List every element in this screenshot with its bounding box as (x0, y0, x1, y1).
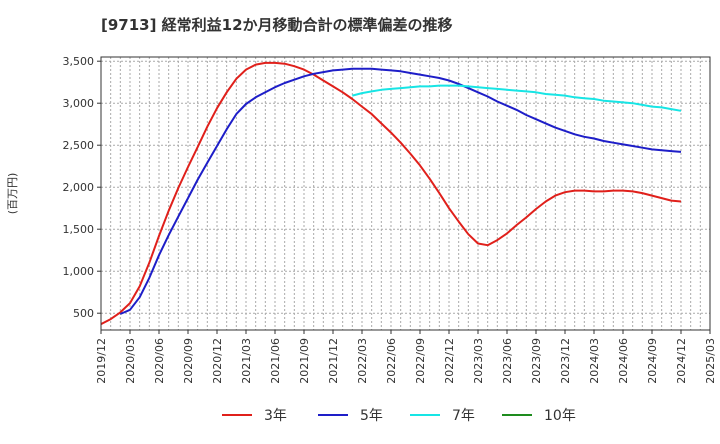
legend-label: 3年 (264, 408, 287, 424)
x-tick-label: 2024/12 (675, 338, 688, 384)
x-tick-label: 2024/09 (646, 338, 659, 384)
y-tick-label: 2,000 (63, 181, 95, 194)
x-tick-label: 2020/06 (153, 338, 166, 384)
x-axis: 2019/12 2020/03 2020/06 2020/09 2020/12 2021/… (95, 330, 717, 384)
y-tick-label: 1,000 (63, 265, 95, 278)
x-tick-label: 2022/09 (414, 338, 427, 384)
x-tick-label: 2020/09 (182, 338, 195, 384)
series-line-0 (100, 61, 682, 325)
x-tick-label: 2023/12 (559, 338, 572, 384)
y-axis: 500 1,000 1,500 2,000 2,500 3,000 3,500 (63, 55, 101, 320)
series-layer (100, 61, 682, 325)
x-tick-label: 2022/12 (443, 338, 456, 384)
y-tick-label: 2,500 (63, 139, 95, 152)
x-tick-label: 2025/03 (704, 338, 717, 384)
x-tick-label: 2023/09 (530, 338, 543, 384)
x-tick-label: 2019/12 (95, 338, 108, 384)
series-line-1 (119, 67, 682, 315)
y-tick-label: 3,000 (63, 97, 95, 110)
legend-label: 7年 (452, 408, 475, 424)
chart-title: [9713] 経常利益12か月移動合計の標準偏差の推移 (101, 16, 453, 34)
legend: 3年 5年 7年 10年 (222, 408, 576, 424)
y-axis-label: (百万円) (6, 173, 19, 215)
y-tick-label: 500 (73, 307, 94, 320)
grid (100, 57, 711, 330)
x-tick-label: 2020/12 (211, 338, 224, 384)
x-tick-label: 2023/06 (501, 338, 514, 384)
x-tick-label: 2021/06 (269, 338, 282, 384)
x-tick-label: 2022/06 (385, 338, 398, 384)
x-tick-label: 2021/12 (327, 338, 340, 384)
x-tick-label: 2021/03 (240, 338, 253, 384)
y-tick-label: 1,500 (63, 223, 95, 236)
y-tick-label: 3,500 (63, 55, 95, 68)
x-tick-label: 2021/09 (298, 338, 311, 384)
legend-label: 5年 (360, 408, 383, 424)
x-tick-label: 2020/03 (124, 338, 137, 384)
plot-frame (100, 56, 711, 331)
x-tick-label: 2023/03 (472, 338, 485, 384)
series-line-2 (352, 84, 682, 112)
legend-label: 10年 (544, 408, 576, 424)
x-tick-label: 2024/06 (617, 338, 630, 384)
x-tick-label: 2024/03 (588, 338, 601, 384)
x-tick-label: 2022/03 (356, 338, 369, 384)
